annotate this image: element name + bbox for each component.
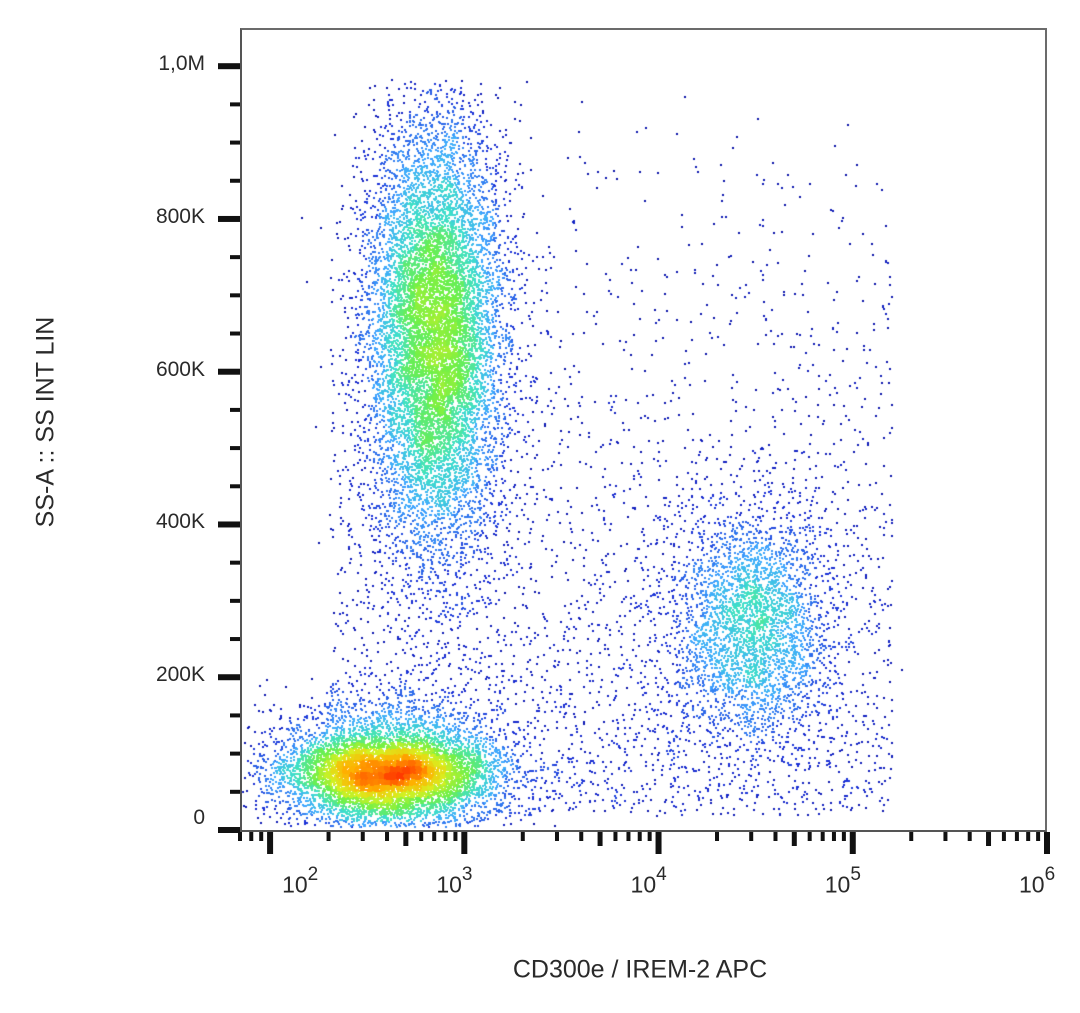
x-tick-label: 105: [824, 864, 861, 899]
x-major-tick: [1044, 832, 1050, 854]
y-tick-label: 400K: [155, 510, 205, 534]
y-major-tick: [218, 215, 240, 222]
x-minor-tick: [432, 832, 437, 841]
tick-base: 10: [436, 871, 462, 898]
x-major-tick: [461, 832, 468, 854]
y-minor-tick: [230, 140, 240, 145]
x-axis-title: CD300e / IREM-2 APC: [512, 955, 768, 984]
x-minor-tick: [1026, 832, 1031, 841]
x-minor-tick: [986, 832, 992, 846]
x-tick-label: 103: [436, 864, 472, 899]
x-minor-tick: [791, 832, 797, 846]
y-minor-tick: [230, 102, 240, 107]
x-minor-tick: [831, 832, 836, 841]
tick-base: 10: [630, 871, 657, 898]
tick-base: 10: [282, 871, 308, 898]
x-minor-tick: [453, 832, 458, 841]
y-tick-label: 800K: [155, 204, 205, 228]
x-minor-tick: [520, 832, 525, 841]
x-minor-tick: [419, 832, 424, 841]
y-major-tick: [218, 827, 240, 833]
x-minor-tick: [626, 832, 631, 841]
y-minor-tick: [230, 178, 240, 183]
y-minor-tick: [230, 407, 240, 412]
x-minor-tick: [385, 832, 390, 841]
x-minor-tick: [1014, 832, 1019, 841]
tick-exponent: 3: [461, 864, 473, 885]
y-tick-label: 200K: [155, 663, 205, 687]
x-minor-tick: [841, 832, 846, 841]
y-minor-tick: [230, 598, 240, 603]
y-minor-tick: [230, 255, 240, 260]
y-minor-tick: [230, 293, 240, 298]
x-minor-tick: [637, 832, 642, 841]
x-minor-tick: [579, 832, 584, 841]
x-major-tick: [849, 832, 856, 854]
density-dot-plot: [240, 28, 1047, 832]
tick-exponent: 2: [307, 864, 319, 885]
x-minor-tick: [238, 832, 242, 841]
x-tick-label: 104: [630, 864, 667, 899]
x-minor-tick: [715, 832, 720, 841]
x-minor-tick: [820, 832, 825, 841]
y-major-tick: [218, 63, 240, 70]
y-tick-label: 0: [193, 806, 205, 829]
x-minor-tick: [909, 832, 914, 841]
x-minor-tick: [807, 832, 812, 841]
y-minor-tick: [230, 751, 240, 756]
x-minor-tick: [360, 832, 365, 841]
x-minor-tick: [943, 832, 948, 841]
x-minor-tick: [1001, 832, 1006, 841]
x-minor-tick: [647, 832, 652, 841]
x-minor-tick: [613, 832, 618, 841]
x-tick-label: 106: [1019, 864, 1055, 899]
x-minor-tick: [773, 832, 778, 841]
tick-base: 10: [824, 871, 851, 898]
x-minor-tick: [967, 832, 972, 841]
x-minor-tick: [749, 832, 754, 841]
y-major-tick: [218, 674, 240, 681]
x-minor-tick: [443, 832, 448, 841]
y-minor-tick: [230, 331, 240, 336]
x-minor-tick: [249, 832, 254, 841]
tick-exponent: 6: [1044, 864, 1056, 885]
y-tick-label: 1,0M: [158, 52, 205, 76]
y-tick-label: 600K: [155, 357, 205, 381]
tick-base: 10: [1019, 871, 1045, 898]
y-minor-tick: [230, 637, 240, 642]
y-minor-tick: [230, 713, 240, 718]
tick-exponent: 5: [850, 864, 861, 885]
x-major-tick: [655, 832, 662, 854]
x-tick-label: 102: [282, 864, 318, 899]
x-major-tick: [267, 832, 274, 854]
y-minor-tick: [230, 446, 240, 451]
x-minor-tick: [259, 832, 264, 841]
x-minor-tick: [403, 832, 409, 846]
y-minor-tick: [230, 560, 240, 565]
y-minor-tick: [230, 484, 240, 489]
x-minor-tick: [1036, 832, 1041, 841]
tick-exponent: 4: [656, 864, 667, 885]
y-axis-title: SS-A :: SS INT LIN: [31, 316, 60, 528]
x-minor-tick: [597, 832, 603, 846]
y-major-tick: [218, 521, 240, 528]
x-minor-tick: [554, 832, 559, 841]
y-major-tick: [218, 368, 240, 375]
x-minor-tick: [326, 832, 331, 841]
y-minor-tick: [230, 789, 240, 794]
